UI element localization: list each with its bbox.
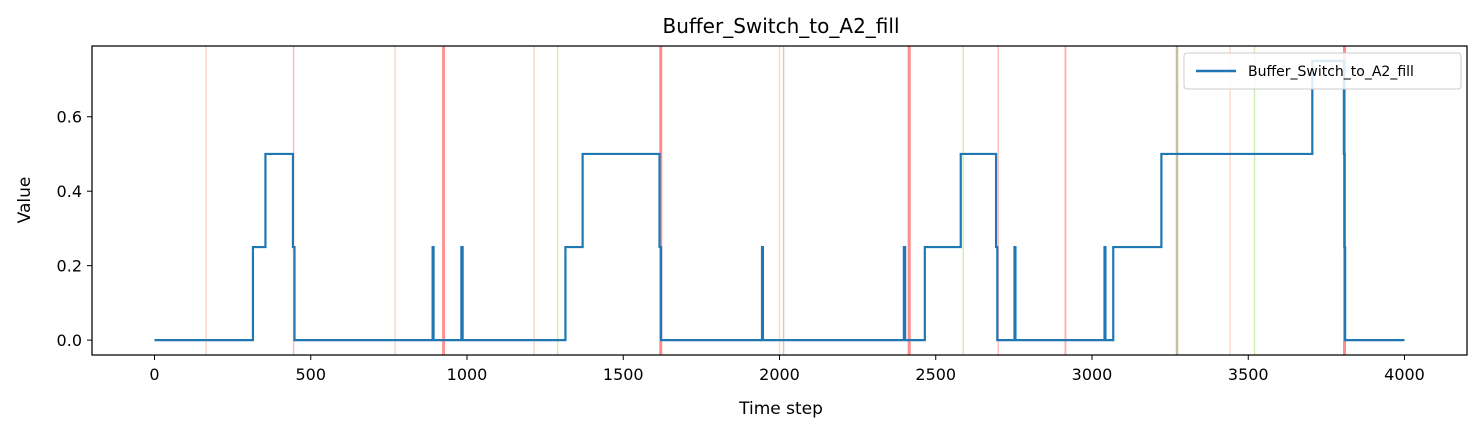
x-tick-label: 500 [295,365,326,384]
legend-box [1183,52,1462,90]
x-tick-label: 3000 [1072,365,1113,384]
x-tick-label: 0 [149,365,159,384]
y-tick-label: 0.6 [57,108,82,127]
x-tick-label: 2000 [759,365,800,384]
y-tick-label: 0.0 [57,331,82,350]
legend-label: Buffer_Switch_to_A2_fill [1248,64,1414,80]
x-tick-label: 3500 [1228,365,1269,384]
y-axis-ticks: 0.0 0.2 0.4 0.6 [57,108,92,350]
x-tick-label: 1500 [603,365,644,384]
series-layer [154,59,1405,342]
x-tick-label: 2500 [915,365,956,384]
y-tick-label: 0.4 [57,182,82,201]
x-axis-label: Time step [738,399,823,419]
event-lines [205,46,1346,355]
y-axis-label: Value [15,177,35,224]
series-line [154,59,1405,342]
x-tick-label: 4000 [1384,365,1425,384]
x-axis-ticks: 0 500 1000 1500 2000 2500 3000 3500 4000 [149,355,1425,384]
legend: Buffer_Switch_to_A2_fill [1183,52,1462,90]
x-tick-label: 1000 [447,365,488,384]
y-tick-label: 0.2 [57,257,82,276]
chart-title: Buffer_Switch_to_A2_fill [662,14,899,38]
